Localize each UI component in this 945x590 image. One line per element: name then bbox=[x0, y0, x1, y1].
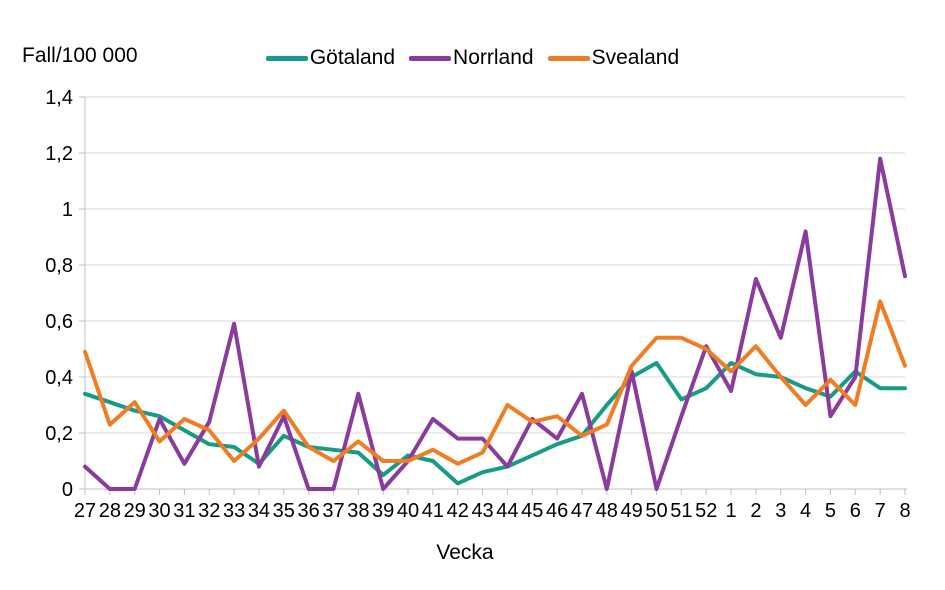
x-axis-tick-label: 2 bbox=[750, 500, 761, 522]
x-axis-tick-label: 37 bbox=[322, 500, 344, 522]
legend-label-svealand: Svealand bbox=[591, 46, 680, 69]
x-axis-tick-label: 6 bbox=[850, 500, 861, 522]
chart-legend: Götaland Norrland Svealand bbox=[0, 46, 945, 70]
y-axis-tick-label: 1 bbox=[62, 199, 73, 221]
x-axis-tick-label: 46 bbox=[546, 500, 568, 522]
y-axis-tick-label: 0,2 bbox=[45, 423, 73, 445]
x-axis-tick-label: 1 bbox=[725, 500, 736, 522]
legend-label-gotaland: Götaland bbox=[309, 46, 396, 69]
x-axis-tick-label: 31 bbox=[173, 500, 195, 522]
x-axis-tick-label: 52 bbox=[695, 500, 717, 522]
y-axis-tick-label: 1,2 bbox=[45, 143, 73, 165]
x-axis-tick-label: 49 bbox=[621, 500, 643, 522]
y-axis-unit-label: Fall/100 000 bbox=[22, 44, 138, 67]
x-axis-tick-label: 51 bbox=[670, 500, 692, 522]
x-axis-tick-label: 29 bbox=[124, 500, 146, 522]
y-axis-tick-label: 0,6 bbox=[45, 311, 73, 333]
x-axis-tick-label: 36 bbox=[298, 500, 320, 522]
x-axis-tick-label: 41 bbox=[422, 500, 444, 522]
x-axis-tick-label: 50 bbox=[645, 500, 667, 522]
svealand-line-swatch-icon bbox=[547, 55, 590, 61]
x-axis-tick-label: 38 bbox=[347, 500, 369, 522]
x-axis-tick-label: 34 bbox=[248, 500, 270, 522]
x-axis-tick-label: 8 bbox=[899, 500, 910, 522]
legend-item-norrland: Norrland bbox=[409, 46, 534, 70]
series-line-norrland bbox=[83, 156, 907, 491]
y-axis-tick-label: 0 bbox=[62, 479, 73, 501]
y-axis-tick-label: 0,8 bbox=[45, 255, 73, 277]
x-axis-tick-label: 45 bbox=[521, 500, 543, 522]
x-axis-tick-label: 3 bbox=[775, 500, 786, 522]
x-axis-tick-label: 33 bbox=[223, 500, 245, 522]
legend-label-norrland: Norrland bbox=[453, 46, 534, 69]
norrland-line-swatch-icon bbox=[409, 55, 452, 61]
x-axis-tick-label: 43 bbox=[471, 500, 493, 522]
y-axis-tick-label: 1,4 bbox=[45, 87, 73, 109]
x-axis-tick-label: 28 bbox=[99, 500, 121, 522]
x-axis-tick-label: 4 bbox=[800, 500, 811, 522]
x-axis-tick-label: 30 bbox=[148, 500, 170, 522]
x-axis-tick-label: 7 bbox=[875, 500, 886, 522]
x-axis-tick-label: 42 bbox=[447, 500, 469, 522]
x-axis-tick-label: 39 bbox=[372, 500, 394, 522]
x-axis-title: Vecka bbox=[436, 541, 494, 564]
x-axis-tick-label: 44 bbox=[496, 500, 518, 522]
x-axis-tick-label: 5 bbox=[825, 500, 836, 522]
legend-item-svealand: Svealand bbox=[547, 46, 680, 70]
x-axis-tick-label: 48 bbox=[596, 500, 618, 522]
x-axis-tick-label: 27 bbox=[74, 500, 96, 522]
gotaland-line-swatch-icon bbox=[265, 55, 308, 61]
x-axis-tick-label: 32 bbox=[198, 500, 220, 522]
y-axis-tick-label: 0,4 bbox=[45, 367, 73, 389]
legend-item-gotaland: Götaland bbox=[265, 46, 396, 70]
x-axis-tick-label: 47 bbox=[571, 500, 593, 522]
series-line-svealand bbox=[83, 299, 907, 466]
x-axis-tick-label: 35 bbox=[273, 500, 295, 522]
x-axis-tick-label: 40 bbox=[397, 500, 419, 522]
